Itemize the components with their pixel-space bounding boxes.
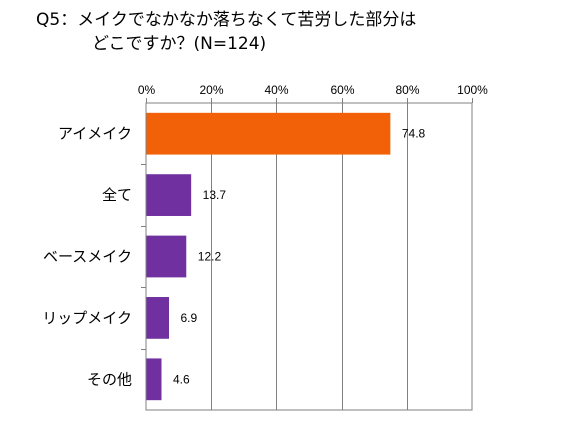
chart-title: Q5：メイクでなかなか落ちなくて苦労した部分は どこですか？(N=124)	[36, 8, 546, 56]
x-tick-label: 20%	[199, 83, 223, 97]
category-label: ベースメイク	[43, 248, 132, 266]
bar	[146, 358, 162, 401]
x-tick-label: 40%	[264, 83, 288, 97]
data-label: 74.8	[402, 127, 426, 141]
bar	[146, 174, 192, 216]
category-label: その他	[87, 370, 132, 388]
data-label: 4.6	[173, 372, 190, 386]
chart-title-line-1: Q5：メイクでなかなか落ちなくて苦労した部分は	[36, 10, 417, 30]
category-label: 全て	[102, 186, 132, 204]
x-tick-label: 0%	[138, 83, 156, 97]
data-label: 12.2	[198, 250, 222, 264]
x-tick-label: 100%	[457, 83, 488, 97]
data-label: 6.9	[180, 311, 197, 325]
bar	[146, 112, 391, 155]
category-label: アイメイク	[58, 125, 132, 143]
x-tick-label: 80%	[395, 83, 419, 97]
bar	[146, 235, 187, 278]
chart-title-line-2: どこですか？(N=124)	[92, 34, 267, 54]
data-label: 13.7	[203, 188, 227, 202]
bar	[146, 297, 169, 339]
category-label: リップメイク	[42, 309, 132, 327]
x-tick-label: 60%	[330, 83, 354, 97]
